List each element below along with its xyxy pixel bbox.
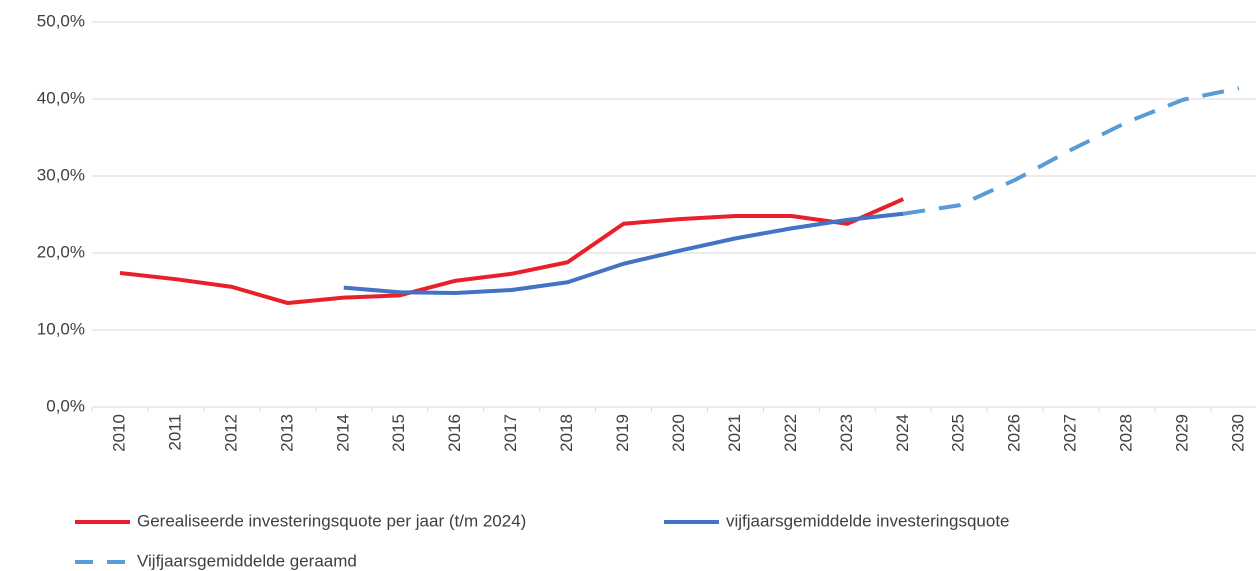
y-tick-label: 50,0% [37, 11, 85, 30]
y-tick-label: 10,0% [37, 319, 85, 338]
x-tick-label: 2014 [333, 414, 352, 452]
y-tick-label: 30,0% [37, 165, 85, 184]
x-tick-label: 2022 [781, 414, 800, 452]
x-tick-label: 2015 [389, 414, 408, 452]
x-tick-label: 2020 [669, 414, 688, 452]
x-tick-label: 2023 [837, 414, 856, 452]
x-tick-label: 2028 [1117, 414, 1136, 452]
x-tick-label: 2016 [445, 414, 464, 452]
x-tick-label: 2012 [221, 414, 240, 452]
legend-label: Gerealiseerde investeringsquote per jaar… [137, 511, 526, 530]
x-tick-label: 2013 [277, 414, 296, 452]
x-tick-label: 2026 [1005, 414, 1024, 452]
x-tick-label: 2017 [501, 414, 520, 452]
x-tick-label: 2021 [725, 414, 744, 452]
x-tick-label: 2025 [949, 414, 968, 452]
x-tick-label: 2027 [1061, 414, 1080, 452]
y-tick-label: 40,0% [37, 88, 85, 107]
legend-label: Vijfjaarsgemiddelde geraamd [137, 551, 357, 570]
x-tick-label: 2018 [557, 414, 576, 452]
series-line [902, 86, 1240, 216]
y-tick-label: 20,0% [37, 242, 85, 261]
series-line [343, 211, 904, 296]
x-tick-label: 2024 [893, 414, 912, 452]
legend-label: vijfjaarsgemiddelde investeringsquote [726, 511, 1010, 530]
x-tick-label: 2010 [109, 414, 128, 452]
x-tick-label: 2030 [1228, 414, 1247, 452]
x-tick-label: 2029 [1173, 414, 1192, 452]
x-tick-label: 2019 [613, 414, 632, 452]
y-tick-label: 0,0% [46, 396, 85, 415]
series-line [119, 197, 905, 306]
x-tick-label: 2011 [165, 414, 184, 451]
